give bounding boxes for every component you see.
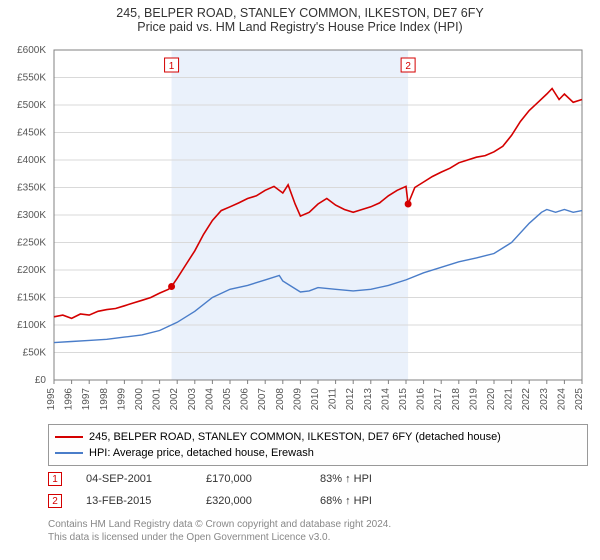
svg-text:£150K: £150K [17,293,46,304]
svg-text:2004: 2004 [204,388,215,411]
svg-text:2019: 2019 [468,388,479,411]
price-chart: £0£50K£100K£150K£200K£250K£300K£350K£400… [48,44,588,414]
svg-text:2008: 2008 [275,388,286,411]
footnote-line: Contains HM Land Registry data © Crown c… [48,518,588,531]
svg-text:£50K: £50K [23,348,47,359]
svg-text:£450K: £450K [17,128,46,139]
svg-text:2014: 2014 [380,388,391,411]
svg-text:2011: 2011 [328,388,339,410]
svg-text:1996: 1996 [64,388,75,411]
svg-text:2001: 2001 [152,388,163,411]
legend-swatch [55,452,83,454]
svg-text:£100K: £100K [17,320,46,331]
legend-label: 245, BELPER ROAD, STANLEY COMMON, ILKEST… [89,429,501,445]
svg-text:2017: 2017 [433,388,444,411]
svg-text:2013: 2013 [363,388,374,411]
svg-text:2022: 2022 [521,388,532,411]
marker-price: £170,000 [206,473,296,485]
svg-text:2012: 2012 [345,388,356,411]
title-line-1: 245, BELPER ROAD, STANLEY COMMON, ILKEST… [0,6,600,20]
marker-date: 04-SEP-2001 [86,473,182,485]
footnote: Contains HM Land Registry data © Crown c… [48,518,588,544]
svg-text:1995: 1995 [46,388,57,411]
svg-text:£350K: £350K [17,183,46,194]
footnote-line: This data is licensed under the Open Gov… [48,531,588,544]
marker-n: 1 [52,474,58,485]
svg-text:£500K: £500K [17,100,46,111]
legend-label: HPI: Average price, detached house, Erew… [89,445,314,461]
marker-price: £320,000 [206,495,296,507]
marker-date: 13-FEB-2015 [86,495,182,507]
marker-delta: 83% ↑ HPI [320,473,450,485]
svg-text:2015: 2015 [398,388,409,411]
svg-text:2024: 2024 [556,388,567,411]
svg-text:2005: 2005 [222,388,233,411]
legend-swatch [55,436,83,438]
svg-text:1998: 1998 [99,388,110,411]
svg-text:2000: 2000 [134,388,145,411]
svg-text:£0: £0 [35,375,47,386]
svg-text:2003: 2003 [187,388,198,411]
svg-text:2020: 2020 [486,388,497,411]
svg-text:2023: 2023 [539,388,550,411]
marker-badge: 1 [48,472,62,486]
marker-row: 1 04-SEP-2001 £170,000 83% ↑ HPI [48,468,588,490]
svg-text:2006: 2006 [240,388,251,411]
svg-text:2002: 2002 [169,388,180,411]
marker-badge: 2 [48,494,62,508]
svg-text:2010: 2010 [310,388,321,411]
svg-text:2009: 2009 [292,388,303,411]
legend-row: 245, BELPER ROAD, STANLEY COMMON, ILKEST… [55,429,581,445]
svg-text:£250K: £250K [17,238,46,249]
svg-text:2016: 2016 [416,388,427,411]
svg-text:£600K: £600K [17,45,46,56]
svg-text:£400K: £400K [17,155,46,166]
svg-text:1: 1 [169,61,175,72]
legend: 245, BELPER ROAD, STANLEY COMMON, ILKEST… [48,424,588,466]
svg-text:£200K: £200K [17,265,46,276]
svg-text:1997: 1997 [81,388,92,411]
marker-table: 1 04-SEP-2001 £170,000 83% ↑ HPI 2 13-FE… [48,468,588,512]
svg-text:2: 2 [405,61,411,72]
svg-text:£550K: £550K [17,73,46,84]
marker-row: 2 13-FEB-2015 £320,000 68% ↑ HPI [48,490,588,512]
svg-text:2018: 2018 [451,388,462,411]
legend-row: HPI: Average price, detached house, Erew… [55,445,581,461]
svg-text:2021: 2021 [504,388,515,411]
svg-text:£300K: £300K [17,210,46,221]
marker-delta: 68% ↑ HPI [320,495,450,507]
title-line-2: Price paid vs. HM Land Registry's House … [0,20,600,34]
marker-n: 2 [52,496,58,507]
chart-svg: £0£50K£100K£150K£200K£250K£300K£350K£400… [48,44,588,414]
svg-text:2025: 2025 [574,388,585,411]
svg-text:2007: 2007 [257,388,268,411]
svg-text:1999: 1999 [116,388,127,411]
